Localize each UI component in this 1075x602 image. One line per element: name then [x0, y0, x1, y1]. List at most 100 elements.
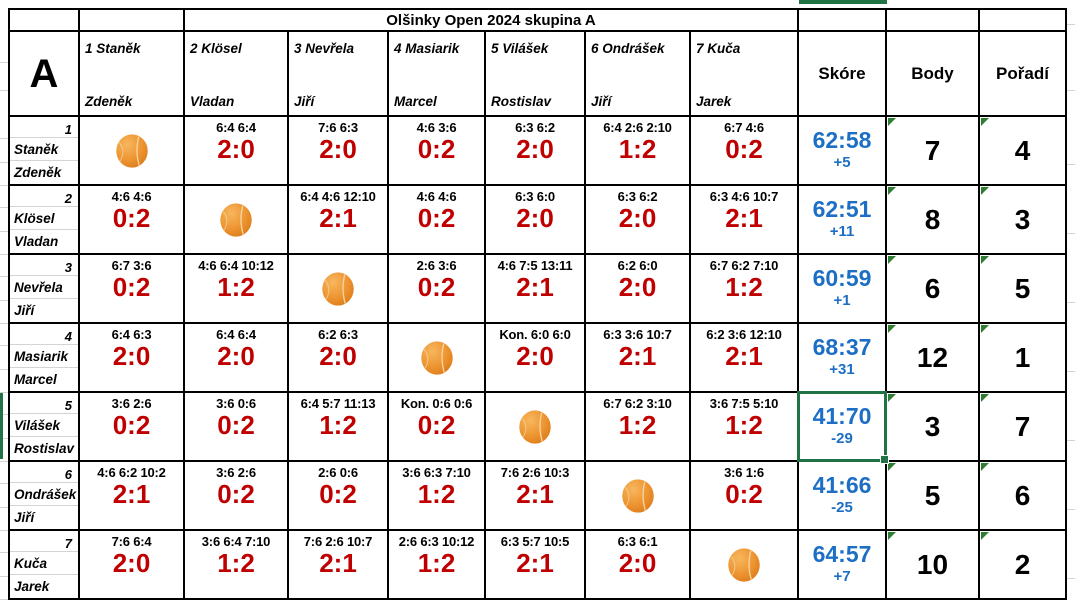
match-cell[interactable]: 6:3 3:6 10:7 2:1 [586, 324, 691, 393]
player-column-header[interactable]: 1 Staněk Zdeněk [80, 32, 185, 117]
player-column-header[interactable]: 3 Nevřela Jiří [289, 32, 389, 117]
player-name-cell[interactable]: 1 Staněk Zdeněk [8, 117, 80, 186]
diagonal-cell[interactable] [486, 393, 586, 462]
diagonal-cell[interactable] [289, 255, 389, 324]
match-cell[interactable]: 6:4 2:6 2:10 1:2 [586, 117, 691, 186]
empty-cell[interactable] [8, 8, 80, 32]
diagonal-cell[interactable] [389, 324, 486, 393]
player-name-cell[interactable]: 5 Vilášek Rostislav [8, 393, 80, 462]
match-cell[interactable]: 6:7 6:2 3:10 1:2 [586, 393, 691, 462]
match-cell[interactable]: 3:6 6:4 7:10 1:2 [185, 531, 289, 600]
match-cell[interactable]: 3:6 2:6 0:2 [80, 393, 185, 462]
match-cell[interactable]: 6:7 4:6 0:2 [691, 117, 799, 186]
player-firstname: Jiří [14, 303, 35, 318]
match-cell[interactable]: 6:4 4:6 12:10 2:1 [289, 186, 389, 255]
group-label-cell[interactable]: A [8, 32, 80, 117]
score-cell[interactable]: 41:70 -29 [797, 391, 889, 464]
rank-cell[interactable]: 7 [980, 393, 1067, 462]
match-cell[interactable]: 3:6 1:6 0:2 [691, 462, 799, 531]
match-cell[interactable]: 6:4 6:4 2:0 [185, 117, 289, 186]
match-cell[interactable]: 6:3 6:0 2:0 [486, 186, 586, 255]
points-cell[interactable]: 8 [887, 186, 980, 255]
match-cell[interactable]: 4:6 7:5 13:11 2:1 [486, 255, 586, 324]
player-name-cell[interactable]: 3 Nevřela Jiří [8, 255, 80, 324]
rank-cell[interactable]: 2 [980, 531, 1067, 600]
score-cell[interactable]: 60:59 +1 [799, 255, 887, 324]
match-cell[interactable]: 3:6 6:3 7:10 1:2 [389, 462, 486, 531]
diagonal-cell[interactable] [80, 117, 185, 186]
score-column-header[interactable]: Skóre [799, 32, 887, 117]
points-cell[interactable]: 12 [887, 324, 980, 393]
rank-cell[interactable]: 4 [980, 117, 1067, 186]
player-name-cell[interactable]: 2 Klösel Vladan [8, 186, 80, 255]
empty-cell[interactable] [980, 8, 1067, 32]
score-cell[interactable]: 62:58 +5 [799, 117, 887, 186]
match-cell[interactable]: 3:6 2:6 0:2 [185, 462, 289, 531]
rank-cell[interactable]: 1 [980, 324, 1067, 393]
match-cell[interactable]: 6:7 6:2 7:10 1:2 [691, 255, 799, 324]
match-result: 2:1 [516, 479, 554, 509]
match-cell[interactable]: 3:6 7:5 5:10 1:2 [691, 393, 799, 462]
match-result: 2:1 [319, 548, 357, 578]
match-cell[interactable]: Kon. 0:6 0:6 0:2 [389, 393, 486, 462]
match-cell[interactable]: 7:6 6:3 2:0 [289, 117, 389, 186]
rank-cell[interactable]: 6 [980, 462, 1067, 531]
match-cell[interactable]: 7:6 2:6 10:3 2:1 [486, 462, 586, 531]
player-name-cell[interactable]: 7 Kuča Jarek [8, 531, 80, 600]
set-scores: 7:6 2:6 10:3 [500, 465, 570, 480]
match-cell[interactable]: 6:3 6:1 2:0 [586, 531, 691, 600]
score-cell[interactable]: 68:37 +31 [799, 324, 887, 393]
match-cell[interactable]: Kon. 6:0 6:0 2:0 [486, 324, 586, 393]
points-cell[interactable]: 10 [887, 531, 980, 600]
match-cell[interactable]: 6:3 6:2 2:0 [586, 186, 691, 255]
player-column-header[interactable]: 5 Vilášek Rostislav [486, 32, 586, 117]
player-column-header[interactable]: 6 Ondrášek Jiří [586, 32, 691, 117]
match-cell[interactable]: 6:3 5:7 10:5 2:1 [486, 531, 586, 600]
match-cell[interactable]: 4:6 4:6 0:2 [389, 186, 486, 255]
rank-column-header[interactable]: Pořadí [980, 32, 1067, 117]
score-cell[interactable]: 62:51 +11 [799, 186, 887, 255]
points-column-header[interactable]: Body [887, 32, 980, 117]
score-cell[interactable]: 64:57 +7 [799, 531, 887, 600]
match-cell[interactable]: 6:4 6:3 2:0 [80, 324, 185, 393]
match-cell[interactable]: 7:6 6:4 2:0 [80, 531, 185, 600]
player-name-cell[interactable]: 6 Ondrášek Jiří [8, 462, 80, 531]
player-column-header[interactable]: 7 Kuča Jarek [691, 32, 799, 117]
match-cell[interactable]: 4:6 6:4 10:12 1:2 [185, 255, 289, 324]
set-scores: Kon. 0:6 0:6 [400, 396, 473, 411]
match-cell[interactable]: 2:6 6:3 10:12 1:2 [389, 531, 486, 600]
match-cell[interactable]: 4:6 3:6 0:2 [389, 117, 486, 186]
points-cell[interactable]: 3 [887, 393, 980, 462]
player-name-cell[interactable]: 4 Masiarik Marcel [8, 324, 80, 393]
match-cell[interactable]: 4:6 4:6 0:2 [80, 186, 185, 255]
empty-cell[interactable] [887, 8, 980, 32]
match-cell[interactable]: 6:3 6:2 2:0 [486, 117, 586, 186]
points-cell[interactable]: 7 [887, 117, 980, 186]
rank-cell[interactable]: 5 [980, 255, 1067, 324]
diagonal-cell[interactable] [691, 531, 799, 600]
points-cell[interactable]: 6 [887, 255, 980, 324]
match-cell[interactable]: 6:4 5:7 11:13 1:2 [289, 393, 389, 462]
fill-handle[interactable] [880, 455, 889, 464]
set-scores: 2:6 0:6 [318, 465, 358, 480]
empty-cell[interactable] [799, 8, 887, 32]
match-cell[interactable]: 2:6 0:6 0:2 [289, 462, 389, 531]
points-cell[interactable]: 5 [887, 462, 980, 531]
player-column-header[interactable]: 2 Klösel Vladan [185, 32, 289, 117]
match-cell[interactable]: 7:6 2:6 10:7 2:1 [289, 531, 389, 600]
diagonal-cell[interactable] [586, 462, 691, 531]
match-cell[interactable]: 6:2 3:6 12:10 2:1 [691, 324, 799, 393]
match-cell[interactable]: 6:2 6:3 2:0 [289, 324, 389, 393]
match-cell[interactable]: 3:6 0:6 0:2 [185, 393, 289, 462]
diagonal-cell[interactable] [185, 186, 289, 255]
match-cell[interactable]: 6:7 3:6 0:2 [80, 255, 185, 324]
match-cell[interactable]: 4:6 6:2 10:2 2:1 [80, 462, 185, 531]
match-cell[interactable]: 6:2 6:0 2:0 [586, 255, 691, 324]
score-cell[interactable]: 41:66 -25 [799, 462, 887, 531]
empty-cell[interactable] [80, 8, 185, 32]
match-cell[interactable]: 6:3 4:6 10:7 2:1 [691, 186, 799, 255]
player-column-header[interactable]: 4 Masiarik Marcel [389, 32, 486, 117]
match-cell[interactable]: 2:6 3:6 0:2 [389, 255, 486, 324]
match-cell[interactable]: 6:4 6:4 2:0 [185, 324, 289, 393]
rank-cell[interactable]: 3 [980, 186, 1067, 255]
